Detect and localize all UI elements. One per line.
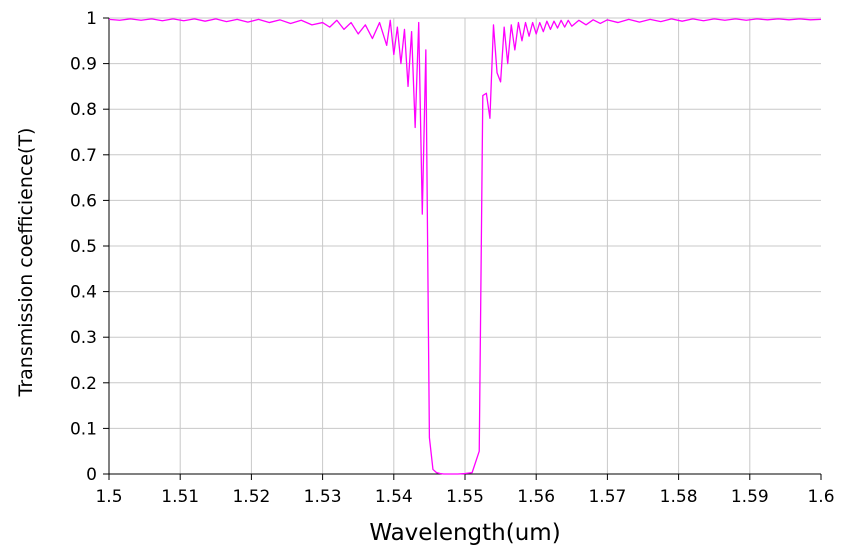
y-tick-label: 0 — [86, 465, 97, 485]
y-tick-label: 0.4 — [70, 283, 97, 303]
y-tick-label: 0.7 — [70, 146, 97, 166]
y-tick-label: 0.1 — [70, 419, 97, 439]
tick-labels: 1.5 1.51 1.52 1.53 1.54 1.55 1.56 1.57 1.58 1.59 1… — [70, 9, 835, 507]
x-tick-label: 1.54 — [375, 487, 413, 507]
y-tick-label: 0.9 — [70, 55, 97, 75]
x-tick-label: 1.51 — [161, 487, 199, 507]
axes — [103, 17, 822, 480]
y-tick-label: 1 — [86, 9, 97, 29]
x-tick-label: 1.6 — [807, 487, 834, 507]
x-tick-label: 1.53 — [304, 487, 342, 507]
series-line-0 — [108, 18, 822, 475]
x-tick-label: 1.58 — [660, 487, 698, 507]
y-tick-label: 0.8 — [70, 100, 97, 120]
x-tick-label: 1.5 — [95, 487, 122, 507]
y-axis-title: Transmission coefficience(T) — [15, 128, 37, 398]
x-tick-label: 1.55 — [446, 487, 484, 507]
grid-lines — [109, 17, 821, 474]
x-tick-label: 1.57 — [588, 487, 626, 507]
x-tick-label: 1.59 — [731, 487, 769, 507]
y-tick-label: 0.3 — [70, 328, 97, 348]
y-tick-label: 0.6 — [70, 191, 97, 211]
series-layer — [108, 18, 822, 475]
y-tick-label: 0.5 — [70, 237, 97, 257]
x-tick-label: 1.52 — [232, 487, 270, 507]
x-tick-label: 1.56 — [517, 487, 555, 507]
x-axis-title: Wavelength(um) — [369, 520, 560, 546]
y-tick-label: 0.2 — [70, 374, 97, 394]
